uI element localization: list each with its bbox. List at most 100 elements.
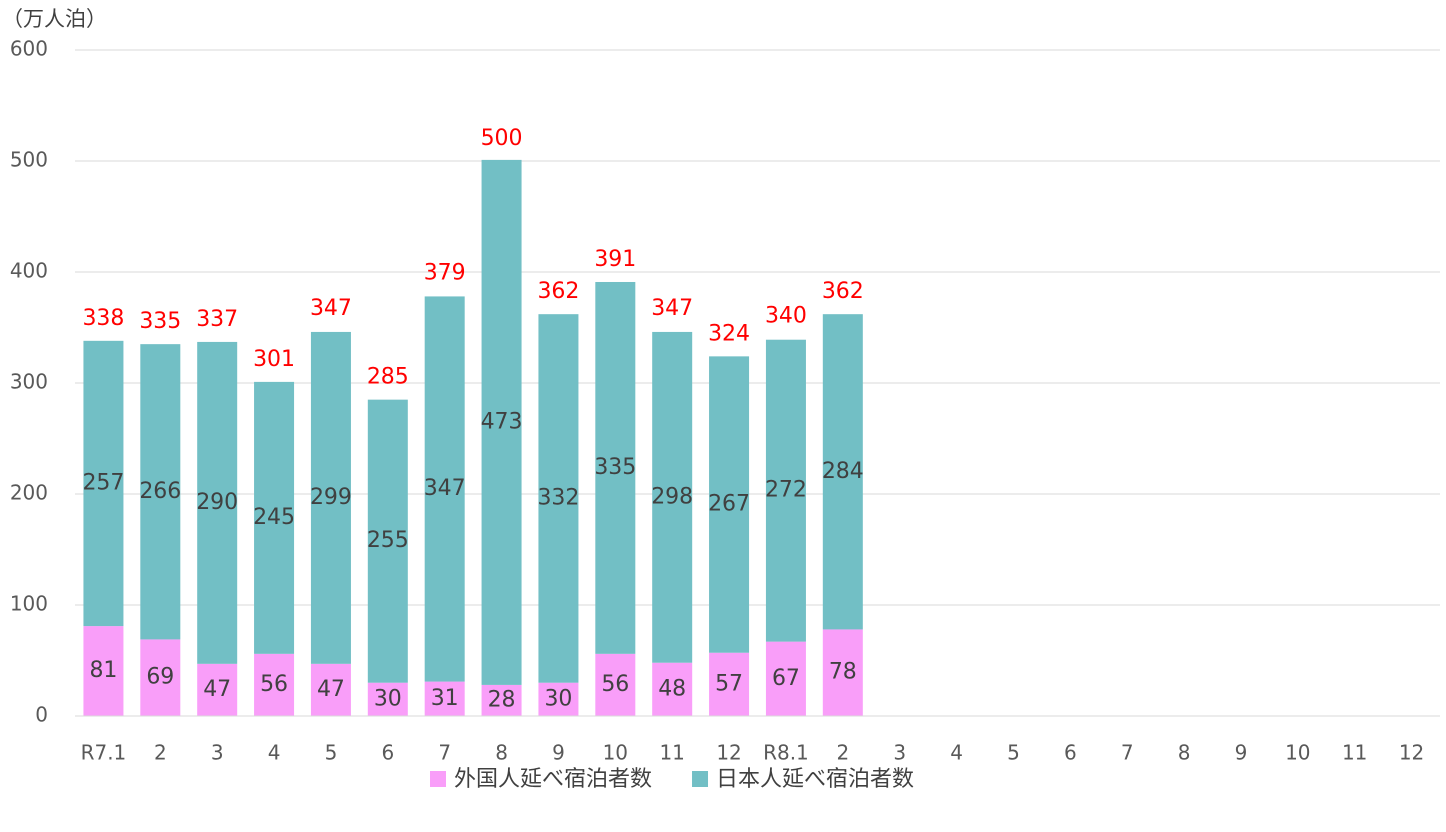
x-tick-label: 12 bbox=[1399, 741, 1424, 765]
bar-segment bbox=[424, 296, 465, 682]
x-tick-label: 5 bbox=[325, 741, 338, 765]
data-label: 272 bbox=[765, 478, 807, 503]
data-label: 67 bbox=[772, 666, 800, 691]
data-label: 266 bbox=[139, 479, 181, 504]
data-label: 290 bbox=[196, 490, 238, 515]
x-tick-label: 11 bbox=[1342, 741, 1367, 765]
data-label: 332 bbox=[537, 485, 579, 510]
bar-segment bbox=[822, 629, 863, 716]
total-label: 362 bbox=[822, 279, 864, 304]
bar-segment bbox=[595, 281, 636, 654]
x-tick-label: 10 bbox=[1285, 741, 1310, 765]
total-label: 362 bbox=[537, 279, 579, 304]
total-label: 347 bbox=[310, 296, 352, 321]
legend-label: 外国人延べ宿泊者数 bbox=[454, 767, 652, 792]
bar-segment bbox=[481, 159, 522, 685]
data-label: 267 bbox=[708, 492, 750, 517]
x-tick-label: 8 bbox=[1178, 741, 1191, 765]
data-label: 47 bbox=[317, 677, 345, 702]
bar-segment bbox=[83, 626, 124, 716]
x-tick-label: 9 bbox=[1235, 741, 1248, 765]
data-label: 47 bbox=[203, 677, 231, 702]
bar-segment bbox=[709, 356, 750, 653]
bar-segment bbox=[83, 340, 124, 627]
x-tick-label: 3 bbox=[211, 741, 224, 765]
data-label: 298 bbox=[651, 484, 693, 509]
bar-segment bbox=[310, 663, 351, 716]
bar-segment bbox=[765, 339, 806, 642]
y-tick-label: 600 bbox=[10, 37, 48, 61]
total-label: 347 bbox=[651, 296, 693, 321]
data-label: 245 bbox=[253, 505, 295, 530]
x-tick-label: R8.1 bbox=[763, 741, 809, 765]
data-label: 28 bbox=[488, 687, 516, 712]
data-label: 48 bbox=[658, 676, 686, 701]
bar-segment bbox=[652, 331, 693, 663]
total-label: 500 bbox=[481, 126, 523, 151]
bar-segment bbox=[822, 314, 863, 630]
x-tick-label: 9 bbox=[552, 741, 565, 765]
data-label: 257 bbox=[82, 470, 124, 495]
data-label: 30 bbox=[544, 686, 572, 711]
x-tick-label: 7 bbox=[1121, 741, 1134, 765]
bar-segment bbox=[197, 663, 238, 716]
total-label: 338 bbox=[82, 306, 124, 331]
x-tick-label: 8 bbox=[495, 741, 508, 765]
total-label: 324 bbox=[708, 321, 750, 346]
data-label: 81 bbox=[89, 658, 117, 683]
data-label: 473 bbox=[481, 409, 523, 434]
total-label: 335 bbox=[139, 309, 181, 334]
bar-segment bbox=[140, 639, 181, 716]
y-tick-label: 100 bbox=[10, 592, 48, 616]
bar-segment bbox=[254, 653, 295, 716]
legend-swatch bbox=[692, 771, 709, 787]
bar-segment bbox=[254, 381, 295, 654]
x-tick-label: R7.1 bbox=[81, 741, 127, 765]
data-label: 31 bbox=[431, 686, 459, 711]
x-tick-label: 2 bbox=[836, 741, 849, 765]
x-tick-label: 6 bbox=[1064, 741, 1077, 765]
bar-segment bbox=[310, 331, 351, 664]
data-label: 56 bbox=[260, 672, 288, 697]
bar-segment bbox=[709, 652, 750, 716]
y-axis-unit: （万人泊） bbox=[2, 7, 107, 31]
bar-segment bbox=[652, 662, 693, 716]
bar-segment bbox=[424, 681, 465, 716]
data-label: 347 bbox=[424, 476, 466, 501]
bar-segment bbox=[140, 344, 181, 640]
y-tick-label: 200 bbox=[10, 481, 48, 505]
x-tick-label: 7 bbox=[438, 741, 451, 765]
y-tick-label: 300 bbox=[10, 370, 48, 394]
bar-segment bbox=[367, 682, 408, 716]
bar-segment bbox=[538, 682, 579, 716]
total-label: 379 bbox=[424, 260, 466, 285]
x-tick-label: 10 bbox=[603, 741, 628, 765]
legend-label: 日本人延べ宿泊者数 bbox=[716, 767, 914, 792]
x-tick-label: 12 bbox=[716, 741, 741, 765]
total-label: 340 bbox=[765, 304, 807, 329]
x-tick-label: 3 bbox=[893, 741, 906, 765]
data-label: 56 bbox=[601, 672, 629, 697]
data-label: 255 bbox=[367, 528, 409, 553]
data-label: 78 bbox=[829, 660, 857, 685]
total-label: 301 bbox=[253, 347, 295, 372]
x-tick-label: 11 bbox=[659, 741, 684, 765]
bar-segment bbox=[595, 653, 636, 716]
x-tick-label: 6 bbox=[381, 741, 394, 765]
legend-swatch bbox=[430, 771, 446, 787]
y-tick-label: 0 bbox=[35, 703, 48, 727]
bar-segment bbox=[367, 399, 408, 683]
y-tick-label: 500 bbox=[10, 148, 48, 172]
bar-segment bbox=[765, 641, 806, 716]
data-label: 284 bbox=[822, 459, 864, 484]
x-tick-label: 4 bbox=[268, 741, 281, 765]
total-label: 285 bbox=[367, 365, 409, 390]
x-tick-label: 2 bbox=[154, 741, 167, 765]
bar-segment bbox=[481, 684, 522, 716]
bar-segment bbox=[538, 314, 579, 683]
y-tick-label: 400 bbox=[10, 259, 48, 283]
total-label: 337 bbox=[196, 307, 238, 332]
total-label: 391 bbox=[594, 247, 636, 272]
data-label: 335 bbox=[594, 455, 636, 480]
